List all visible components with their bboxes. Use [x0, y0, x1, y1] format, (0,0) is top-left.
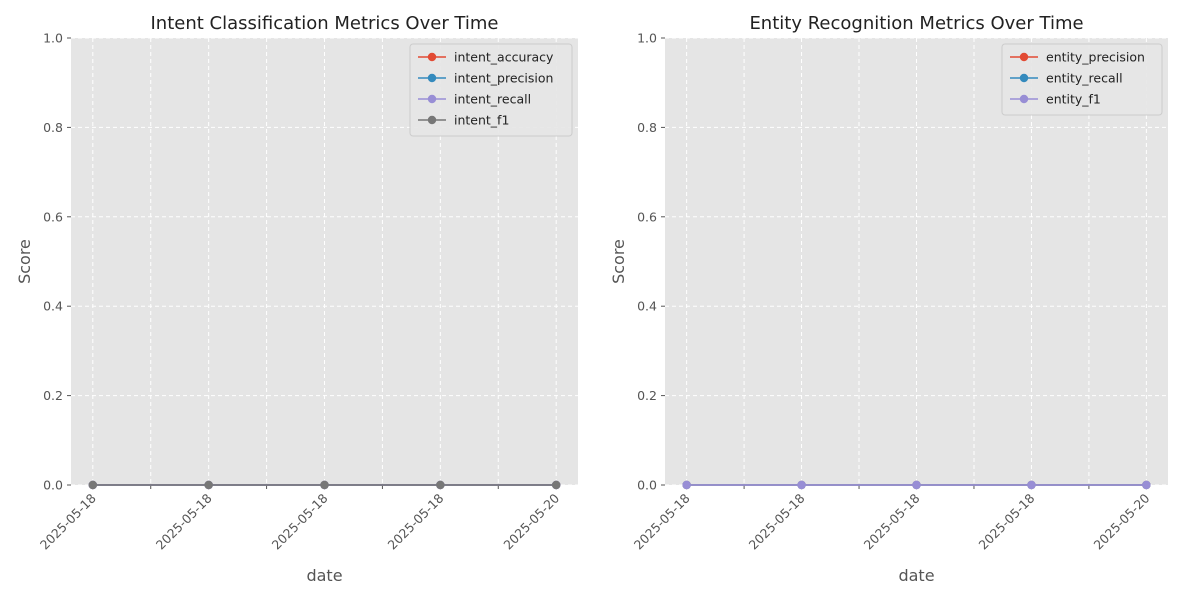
y-tick-label: 0.0 [43, 478, 63, 493]
legend-box [1001, 43, 1163, 116]
legend-marker-intent_recall [427, 94, 437, 104]
legend-marker-intent_precision [427, 73, 437, 83]
y-tick-label: 1.0 [43, 31, 63, 46]
legend-label-intent_accuracy: intent_accuracy [454, 50, 554, 65]
legend-label-intent_recall: intent_recall [454, 92, 531, 107]
legend-marker-intent_f1 [427, 115, 437, 125]
y-tick-label: 0.8 [637, 120, 657, 135]
data-point-entity_f1 [1027, 480, 1036, 490]
y-tick-label: 0.6 [43, 209, 63, 224]
legend-label-entity_f1: entity_f1 [1046, 92, 1101, 107]
chart-title: Intent Classification Metrics Over Time [151, 13, 499, 34]
x-tick-label: 2025-05-18 [976, 490, 1038, 552]
x-tick-label: 2025-05-18 [153, 490, 215, 552]
legend-label-entity_precision: entity_precision [1046, 50, 1145, 65]
x-tick-label: 2025-05-18 [861, 490, 923, 552]
y-axis-label: Score [609, 239, 628, 284]
x-tick-label: 2025-05-18 [631, 490, 693, 552]
y-tick-label: 0.8 [43, 120, 63, 135]
x-tick-label: 2025-05-18 [746, 490, 808, 552]
y-tick-label: 0.6 [637, 209, 657, 224]
x-tick-label: 2025-05-20 [500, 490, 562, 552]
legend-label-intent_f1: intent_f1 [454, 113, 509, 128]
legend-marker-intent_accuracy [427, 52, 437, 62]
y-tick-label: 0.0 [637, 478, 657, 493]
legend-marker-entity_recall [1019, 73, 1029, 83]
y-tick-label: 1.0 [637, 31, 657, 46]
chart-panel-2: 0.0 0.2 0.4 0.6 0.8 1.0 2025-05-18 2025-05-18 20… [609, 13, 1168, 585]
data-point-intent_f1 [88, 480, 98, 490]
x-tick-label: 2025-05-20 [1091, 490, 1153, 552]
legend-label-intent_precision: intent_precision [454, 71, 553, 86]
data-point-intent_f1 [204, 480, 213, 490]
y-axis-label: Score [15, 239, 34, 284]
data-point-intent_f1 [320, 480, 329, 490]
data-point-entity_f1 [1142, 480, 1151, 490]
y-tick-label: 0.4 [637, 299, 657, 314]
x-tick-label: 2025-05-18 [384, 490, 446, 552]
data-point-intent_f1 [436, 480, 445, 490]
legend-marker-entity_precision [1019, 52, 1029, 62]
legend-label-entity_recall: entity_recall [1046, 71, 1123, 86]
legend-marker-entity_f1 [1019, 94, 1029, 104]
x-tick-label: 2025-05-18 [269, 490, 331, 552]
data-point-entity_f1 [912, 480, 921, 490]
x-tick-label: 2025-05-18 [37, 490, 99, 552]
chart-title: Entity Recognition Metrics Over Time [749, 13, 1083, 34]
legend: intent_accuracy intent_precision intent_re… [409, 43, 573, 137]
data-point-intent_f1 [551, 480, 561, 490]
y-tick-label: 0.4 [43, 299, 63, 314]
data-point-entity_f1 [682, 480, 691, 490]
legend-box [409, 43, 573, 137]
chart-panel-1: 0.0 0.2 0.4 0.6 0.8 1.0 2025-05-18 2025-05-18 20… [15, 13, 578, 585]
x-axis-label: date [898, 566, 934, 585]
y-tick-label: 0.2 [43, 388, 63, 403]
y-tick-label: 0.2 [637, 388, 657, 403]
legend: entity_precision entity_recall entity_f1 [1001, 43, 1163, 116]
data-point-entity_f1 [797, 480, 806, 490]
x-axis-label: date [306, 566, 342, 585]
